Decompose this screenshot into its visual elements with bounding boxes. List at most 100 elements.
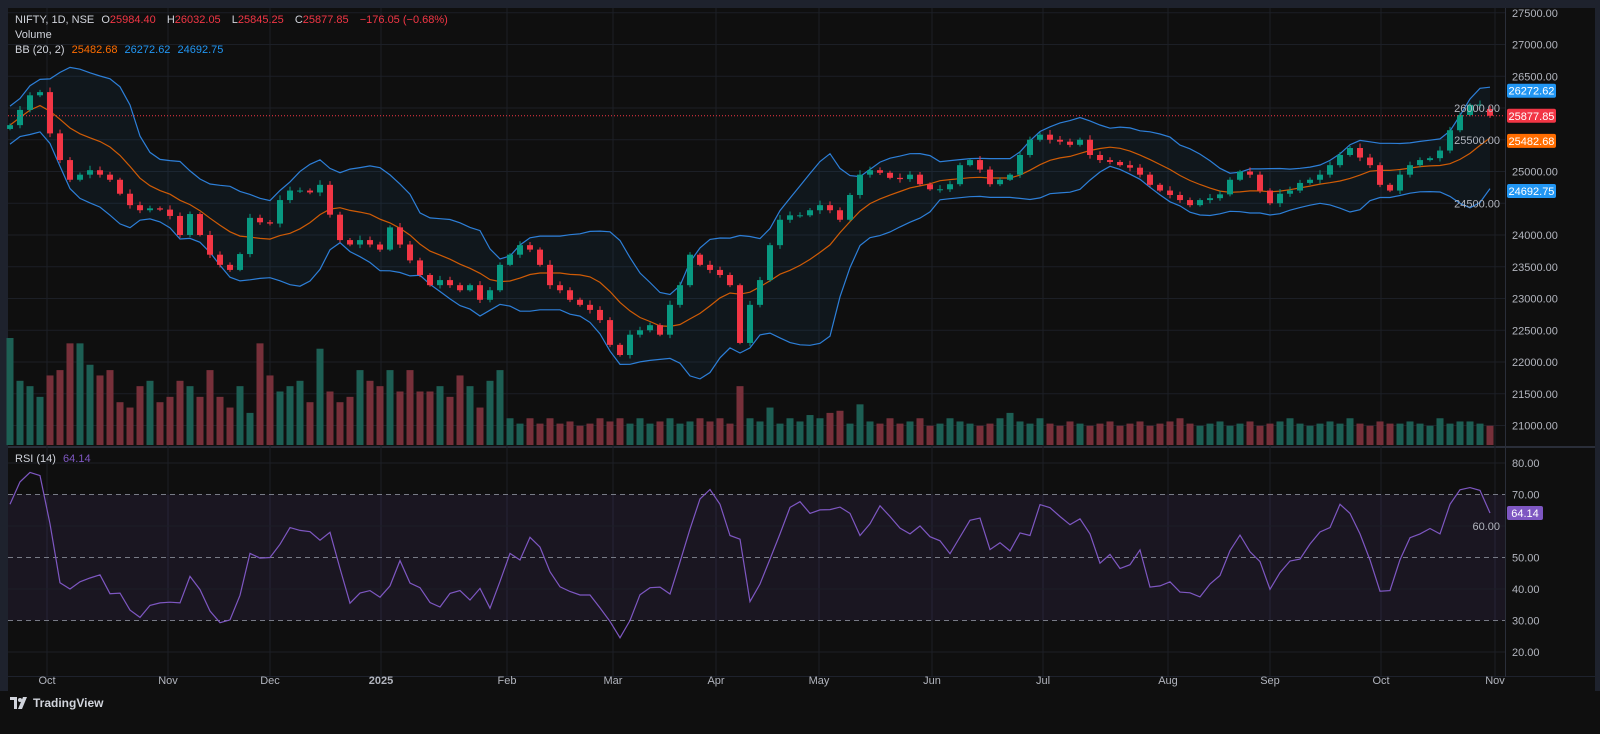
candle-body bbox=[407, 244, 413, 261]
rsi-badge-label: 64.14 bbox=[1511, 508, 1539, 520]
time-tick-label: Apr bbox=[707, 675, 724, 687]
time-tick-label: Oct bbox=[38, 675, 55, 687]
volume-legend[interactable]: Volume bbox=[15, 29, 56, 41]
price-badge-label: 26272.62 bbox=[1509, 86, 1555, 98]
symbol-title[interactable]: NIFTY, 1D, NSE bbox=[15, 14, 95, 26]
volume-bar bbox=[286, 386, 294, 445]
volume-bar bbox=[1426, 425, 1434, 445]
volume-bar bbox=[1236, 423, 1244, 445]
volume-bar bbox=[356, 370, 364, 445]
volume-bar bbox=[186, 386, 194, 445]
volume-bar bbox=[486, 380, 494, 445]
candle-body bbox=[217, 254, 223, 265]
time-tick-label: Oct bbox=[1372, 675, 1389, 687]
volume-bar bbox=[276, 391, 284, 445]
candle-body bbox=[687, 254, 693, 286]
volume-bar bbox=[1476, 423, 1484, 445]
candle-body bbox=[317, 184, 323, 193]
candle-body bbox=[647, 325, 653, 331]
volume-bar bbox=[76, 343, 84, 445]
candle-body bbox=[37, 92, 43, 96]
volume-bar bbox=[876, 423, 884, 445]
volume-bar bbox=[766, 407, 774, 445]
candle-body bbox=[1157, 184, 1163, 191]
candle-body bbox=[117, 179, 123, 194]
time-tick-label: Sep bbox=[1260, 675, 1280, 687]
volume-bar bbox=[1106, 421, 1114, 445]
candle-body bbox=[1047, 134, 1053, 140]
candle-body bbox=[147, 208, 153, 211]
price-tick-label: 22500.00 bbox=[1512, 325, 1558, 337]
bb-legend[interactable]: BB (20, 2) 25482.68 26272.62 24692.75 bbox=[15, 44, 227, 56]
volume-bar bbox=[116, 402, 124, 445]
volume-bar bbox=[66, 343, 74, 445]
candle-body bbox=[957, 165, 963, 185]
candle-body bbox=[1017, 154, 1023, 175]
tradingview-brand[interactable]: TradingView bbox=[10, 696, 103, 710]
candle-body bbox=[77, 174, 83, 180]
volume-bar bbox=[756, 421, 764, 445]
candle-body bbox=[397, 227, 403, 245]
candle-body bbox=[1177, 194, 1183, 201]
volume-bar bbox=[346, 396, 354, 445]
volume-bar bbox=[606, 421, 614, 445]
time-tick-label: Nov bbox=[158, 675, 178, 687]
candle-body bbox=[1477, 104, 1483, 106]
candle-body bbox=[707, 264, 713, 270]
volume-bar bbox=[956, 421, 964, 445]
candle-body bbox=[997, 179, 1003, 185]
candle-body bbox=[1367, 157, 1373, 166]
candle-body bbox=[1257, 174, 1263, 191]
volume-bar bbox=[1206, 423, 1214, 445]
price-tick-label: 24000.00 bbox=[1512, 230, 1558, 242]
candle-body bbox=[507, 254, 513, 265]
rsi-line bbox=[9, 471, 1491, 639]
time-tick-label: 2025 bbox=[369, 675, 393, 687]
candle-body bbox=[547, 264, 553, 286]
candle-body bbox=[817, 205, 823, 211]
candle-body bbox=[557, 285, 563, 291]
candle-body bbox=[1307, 179, 1313, 183]
volume-bar bbox=[706, 421, 714, 445]
volume-bar bbox=[1006, 412, 1014, 445]
bb-lower-value: 24692.75 bbox=[177, 44, 224, 56]
volume-bar bbox=[136, 386, 144, 445]
volume-bar bbox=[166, 396, 174, 445]
volume-bar bbox=[216, 396, 224, 445]
candle-body bbox=[867, 170, 873, 175]
rsi-tick-label: 20.00 bbox=[1512, 647, 1540, 659]
volume-bar bbox=[1256, 425, 1264, 445]
candle-body bbox=[517, 245, 523, 255]
volume-bar bbox=[496, 370, 504, 445]
volume-bar bbox=[1126, 423, 1134, 445]
volume-bar bbox=[326, 391, 334, 445]
rsi-pane bbox=[8, 448, 1505, 676]
price-tick-label: 23000.00 bbox=[1512, 294, 1558, 306]
candle-body bbox=[947, 184, 953, 190]
rsi-legend[interactable]: RSI (14) 64.14 bbox=[15, 453, 95, 465]
volume-bar bbox=[946, 418, 954, 445]
candle-body bbox=[1087, 139, 1093, 155]
candle-body bbox=[457, 285, 463, 291]
volume-bar bbox=[16, 380, 24, 445]
candle-body bbox=[427, 275, 433, 286]
volume-bar bbox=[536, 423, 544, 445]
volume-bar bbox=[866, 421, 874, 445]
candle-body bbox=[1487, 108, 1493, 116]
price-badge bbox=[1507, 184, 1556, 199]
volume-bar bbox=[1086, 425, 1094, 445]
candle-body bbox=[1357, 148, 1363, 158]
volume-bar bbox=[1186, 423, 1194, 445]
volume-bar bbox=[1196, 425, 1204, 445]
candle-body bbox=[267, 222, 273, 224]
open-label: O bbox=[101, 14, 110, 26]
low-label: L bbox=[231, 14, 238, 26]
volume-bar bbox=[226, 407, 234, 445]
candle-body bbox=[567, 290, 573, 300]
candle-body bbox=[1127, 165, 1133, 168]
bb-upper-value: 26272.62 bbox=[124, 44, 171, 56]
volume-bar bbox=[1296, 423, 1304, 445]
time-tick-label: Jun bbox=[923, 675, 941, 687]
candle-body bbox=[927, 184, 933, 190]
